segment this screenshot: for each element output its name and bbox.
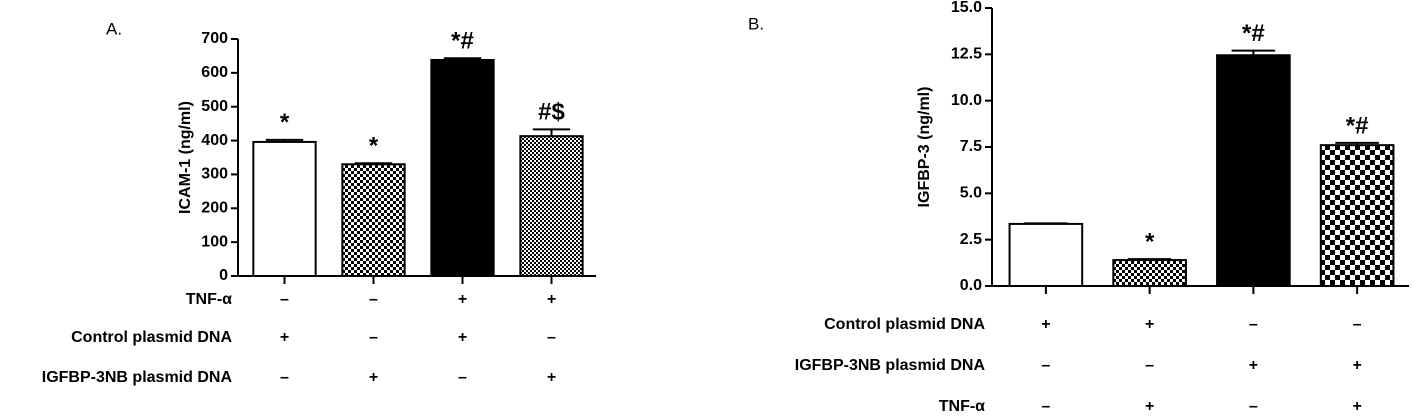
y-tick-label: 7.5 — [960, 138, 982, 155]
y-axis-title: ICAM-1 (ng/ml) — [177, 101, 194, 214]
y-axis-title: IGFBP-3 (ng/ml) — [916, 87, 933, 208]
condition-sign: + — [1352, 357, 1361, 374]
annotation: * — [280, 109, 290, 136]
y-tick-label: 500 — [201, 98, 228, 115]
annotation: #$ — [538, 99, 565, 126]
condition-sign: – — [280, 291, 289, 308]
condition-sign: + — [1352, 398, 1361, 415]
condition-sign: + — [547, 369, 556, 386]
bar — [1216, 54, 1291, 288]
condition-sign: + — [1145, 316, 1154, 333]
condition-sign: + — [547, 291, 556, 308]
bar — [1112, 259, 1187, 288]
y-tick-label: 2.5 — [960, 231, 982, 248]
panel-label: B. — [748, 14, 764, 33]
condition-label: TNF-α — [186, 291, 232, 308]
y-tick-label: 5.0 — [960, 185, 982, 202]
condition-label: Control plasmid DNA — [824, 316, 985, 333]
condition-sign: – — [1249, 316, 1258, 333]
condition-sign: + — [1249, 357, 1258, 374]
annotation: *# — [451, 28, 474, 55]
y-tick-label: 700 — [201, 30, 228, 47]
annotation: *# — [1242, 20, 1265, 47]
y-tick-label: 100 — [201, 233, 228, 250]
condition-sign: – — [1041, 398, 1050, 415]
annotation: * — [1145, 228, 1155, 255]
bar — [519, 135, 584, 277]
y-tick-label: 0 — [219, 267, 228, 284]
condition-label: IGFBP-3NB plasmid DNA — [42, 369, 233, 386]
bar — [341, 163, 406, 277]
condition-sign: + — [458, 329, 467, 346]
condition-sign: – — [1145, 357, 1154, 374]
bar — [430, 58, 495, 278]
condition-sign: + — [1041, 316, 1050, 333]
condition-sign: + — [458, 291, 467, 308]
condition-sign: – — [1249, 398, 1258, 415]
condition-sign: + — [280, 329, 289, 346]
annotation: * — [369, 133, 379, 160]
condition-sign: – — [369, 329, 378, 346]
bar — [252, 140, 317, 277]
condition-sign: – — [369, 291, 378, 308]
annotation: *# — [1346, 112, 1369, 139]
y-tick-label: 12.5 — [951, 46, 982, 63]
condition-sign: – — [1353, 316, 1362, 333]
condition-sign: – — [280, 369, 289, 386]
condition-sign: – — [458, 369, 467, 386]
condition-label: TNF-α — [939, 398, 985, 415]
y-tick-label: 0.0 — [960, 277, 982, 294]
y-tick-label: 200 — [201, 200, 228, 217]
condition-sign: – — [1041, 357, 1050, 374]
y-tick-label: 15.0 — [951, 0, 982, 16]
y-tick-label: 10.0 — [951, 92, 982, 109]
y-tick-label: 300 — [201, 166, 228, 183]
condition-sign: + — [1145, 398, 1154, 415]
y-tick-label: 400 — [201, 132, 228, 149]
bar — [1008, 222, 1084, 287]
condition-sign: – — [547, 329, 556, 346]
condition-label: Control plasmid DNA — [71, 329, 232, 346]
condition-label: IGFBP-3NB plasmid DNA — [795, 357, 986, 374]
condition-sign: + — [369, 369, 378, 386]
panel-label: A. — [106, 19, 122, 38]
y-tick-label: 600 — [201, 64, 228, 81]
bar — [1319, 144, 1395, 287]
